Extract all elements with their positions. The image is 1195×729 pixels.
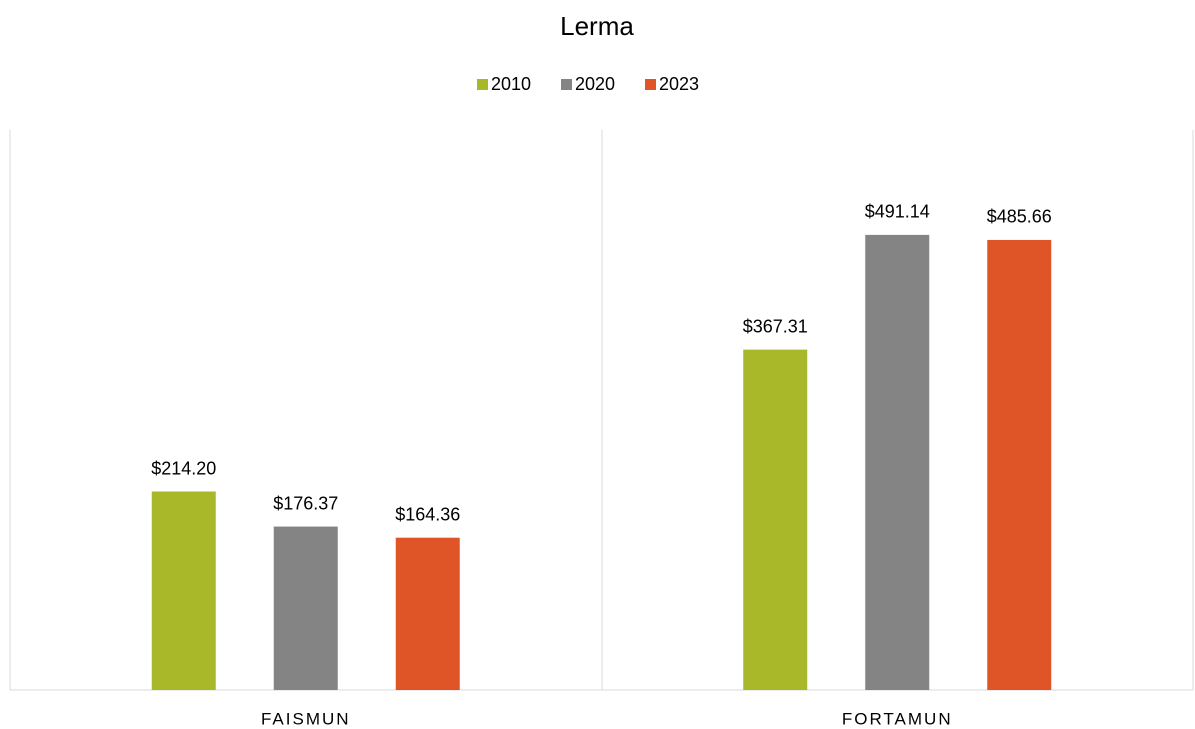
legend-swatch — [477, 79, 488, 90]
legend-label: 2023 — [659, 74, 699, 94]
data-label: $491.14 — [865, 202, 930, 222]
legend-label: 2020 — [575, 74, 615, 94]
x-tick-label: FORTAMUN — [842, 709, 953, 728]
bar — [987, 239, 1052, 690]
data-label: $214.20 — [151, 458, 216, 478]
data-label: $164.36 — [395, 504, 460, 524]
bar — [865, 234, 930, 690]
bar — [151, 491, 216, 690]
x-tick-label: FAISMUN — [261, 709, 351, 728]
data-label: $485.66 — [987, 207, 1052, 227]
bar — [743, 349, 808, 690]
bar — [273, 526, 338, 690]
legend-swatch — [561, 79, 572, 90]
data-label: $367.31 — [743, 316, 808, 336]
chart-title: Lerma — [560, 11, 634, 41]
legend-label: 2010 — [491, 74, 531, 94]
legend-swatch — [645, 79, 656, 90]
data-label: $176.37 — [273, 493, 338, 513]
bar — [395, 537, 460, 690]
